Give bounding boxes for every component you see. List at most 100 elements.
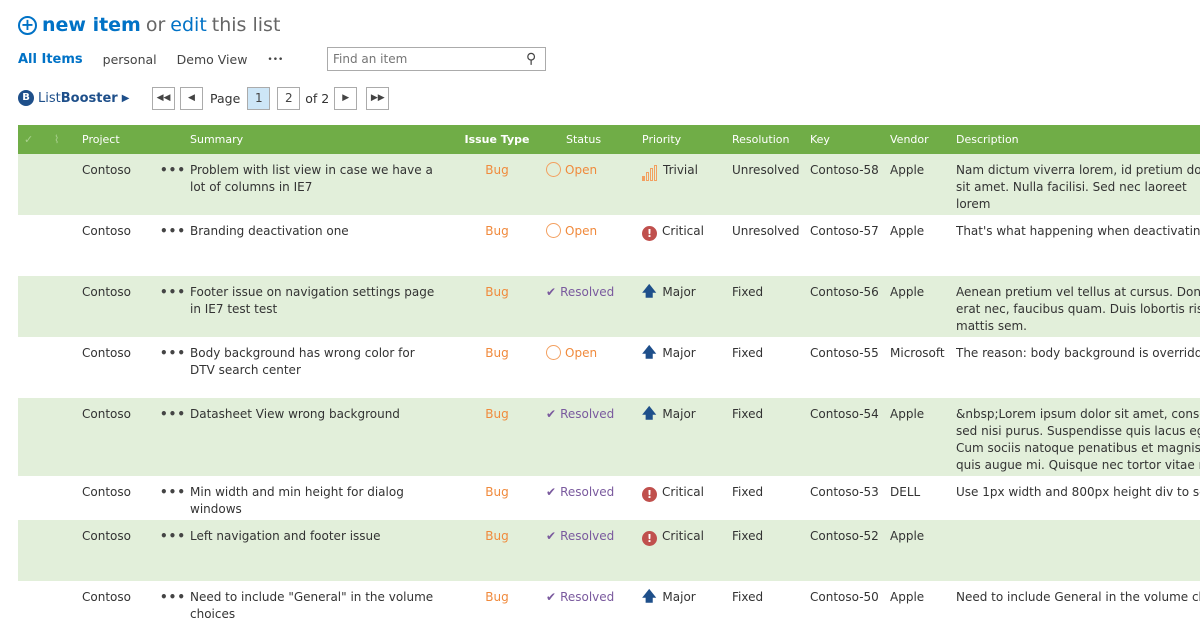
next-page-button[interactable]: ▶ xyxy=(334,87,358,110)
row-checkbox[interactable] xyxy=(18,398,54,476)
vendor-cell: Apple xyxy=(890,154,956,215)
summary-link[interactable]: Left navigation and footer issue xyxy=(190,520,452,581)
listbooster-prefix: List xyxy=(38,90,61,106)
project-cell: Contoso xyxy=(82,485,131,499)
table-row[interactable]: Contoso ••• Left navigation and footer i… xyxy=(18,520,1200,581)
col-issue-type[interactable]: Issue Type xyxy=(452,125,542,154)
item-menu-button[interactable]: ••• xyxy=(160,529,187,543)
col-priority[interactable]: Priority xyxy=(642,125,732,154)
col-project[interactable]: Project xyxy=(82,125,160,154)
row-checkbox[interactable] xyxy=(18,337,54,398)
priority-cell: ! Critical xyxy=(642,476,732,520)
table-row[interactable]: Contoso ••• Need to include "General" in… xyxy=(18,581,1200,642)
vendor-cell: Apple xyxy=(890,224,925,238)
issue-type-cell: Bug xyxy=(452,520,542,581)
view-all-items[interactable]: All Items xyxy=(18,52,83,67)
listbooster-gear-icon: B xyxy=(18,90,34,106)
search-input[interactable] xyxy=(327,47,546,71)
col-key[interactable]: Key xyxy=(810,125,890,154)
key-cell: Contoso-52 xyxy=(810,520,890,581)
col-status[interactable]: Status xyxy=(542,125,642,154)
issues-table: ✓ ⌇ Project Summary Issue Type Status Pr… xyxy=(18,125,1200,642)
listbooster-menu[interactable]: B List Booster ▶ xyxy=(18,90,129,106)
priority-text: Major xyxy=(662,590,696,604)
status-text: Resolved xyxy=(560,285,615,299)
expand-arrow-icon: ▶ xyxy=(121,92,130,104)
item-menu-button[interactable]: ••• xyxy=(160,590,187,604)
priority-text: Critical xyxy=(662,485,704,499)
status-cell: Open xyxy=(542,154,642,215)
summary-link[interactable]: Footer issue on navigation settings page… xyxy=(190,276,452,337)
project-cell: Contoso xyxy=(82,154,160,215)
issue-type-cell: Bug xyxy=(452,398,542,476)
status-text: Open xyxy=(565,346,598,360)
new-item-link[interactable]: new item xyxy=(42,14,141,36)
priority-cell: 🡅 Major xyxy=(642,398,732,476)
table-row[interactable]: Contoso ••• Min width and min height for… xyxy=(18,476,1200,520)
col-resolution[interactable]: Resolution xyxy=(732,125,810,154)
last-page-button[interactable]: ▶▶ xyxy=(366,87,390,110)
page-label: Page xyxy=(210,91,241,106)
col-summary[interactable]: Summary xyxy=(190,125,452,154)
table-row[interactable]: Contoso ••• Branding deactivation one Bu… xyxy=(18,215,1200,276)
project-cell: Contoso xyxy=(82,346,131,360)
page-1-button[interactable]: 1 xyxy=(247,87,271,110)
item-menu-button[interactable]: ••• xyxy=(160,346,187,360)
search-icon[interactable]: ⚲ xyxy=(526,51,537,67)
status-cell: ✔ Resolved xyxy=(542,398,642,476)
row-checkbox[interactable] xyxy=(18,476,54,520)
exclamation-icon: ! xyxy=(642,487,657,502)
check-icon: ✔ xyxy=(546,485,557,499)
table-row[interactable]: Contoso ••• Problem with list view in ca… xyxy=(18,154,1200,215)
view-personal[interactable]: personal xyxy=(102,52,157,67)
prev-page-button[interactable]: ◀ xyxy=(180,87,203,110)
view-demo[interactable]: Demo View xyxy=(176,52,248,67)
issue-type-cell: Bug xyxy=(485,485,509,499)
summary-link[interactable]: Datasheet View wrong background xyxy=(190,398,452,476)
row-checkbox[interactable] xyxy=(18,154,54,215)
project-cell: Contoso xyxy=(82,398,160,476)
vendor-cell: Microsoft xyxy=(890,346,945,360)
circle-icon xyxy=(546,223,561,238)
item-menu-button[interactable]: ••• xyxy=(160,485,187,499)
row-checkbox[interactable] xyxy=(18,276,54,337)
row-checkbox[interactable] xyxy=(18,581,54,642)
status-text: Resolved xyxy=(560,485,615,499)
summary-link[interactable]: Branding deactivation one xyxy=(190,224,349,238)
priority-cell: Trivial xyxy=(642,154,732,215)
row-checkbox[interactable] xyxy=(18,215,54,276)
resolution-cell: Fixed xyxy=(732,346,764,360)
status-cell: Open xyxy=(542,215,642,276)
row-checkbox[interactable] xyxy=(18,520,54,581)
table-row[interactable]: Contoso ••• Footer issue on navigation s… xyxy=(18,276,1200,337)
priority-cell: ! Critical xyxy=(642,215,732,276)
col-vendor[interactable]: Vendor xyxy=(890,125,956,154)
first-page-button[interactable]: ◀◀ xyxy=(152,87,175,110)
vendor-cell: Apple xyxy=(890,276,956,337)
priority-cell: 🡅 Major xyxy=(642,581,732,642)
col-description[interactable]: Description xyxy=(956,125,1200,154)
summary-link[interactable]: Need to include "General" in the volume … xyxy=(190,590,434,621)
resolution-cell: Fixed xyxy=(732,485,764,499)
priority-cell: 🡅 Major xyxy=(642,276,732,337)
item-menu-button[interactable]: ••• xyxy=(160,285,187,299)
table-header: ✓ ⌇ Project Summary Issue Type Status Pr… xyxy=(18,125,1200,154)
table-row[interactable]: Contoso ••• Body background has wrong co… xyxy=(18,337,1200,398)
more-views-button[interactable]: ••• xyxy=(267,54,284,65)
description-cell xyxy=(956,520,1200,581)
edit-list-link[interactable]: edit xyxy=(170,14,207,36)
select-all-checkbox[interactable]: ✓ xyxy=(18,125,54,154)
item-menu-button[interactable]: ••• xyxy=(160,163,187,177)
status-text: Resolved xyxy=(560,529,615,543)
page-2-button[interactable]: 2 xyxy=(277,87,301,110)
summary-link[interactable]: Problem with list view in case we have a… xyxy=(190,154,452,215)
table-row[interactable]: Contoso ••• Datasheet View wrong backgro… xyxy=(18,398,1200,476)
item-menu-button[interactable]: ••• xyxy=(160,224,187,238)
check-icon: ✔ xyxy=(546,407,557,421)
issue-type-cell: Bug xyxy=(485,590,509,604)
vendor-cell: DELL xyxy=(890,485,921,499)
add-icon[interactable]: + xyxy=(18,15,37,35)
summary-link[interactable]: Body background has wrong color for DTV … xyxy=(190,346,415,377)
summary-link[interactable]: Min width and min height for dialog wind… xyxy=(190,485,404,516)
item-menu-button[interactable]: ••• xyxy=(160,407,187,421)
